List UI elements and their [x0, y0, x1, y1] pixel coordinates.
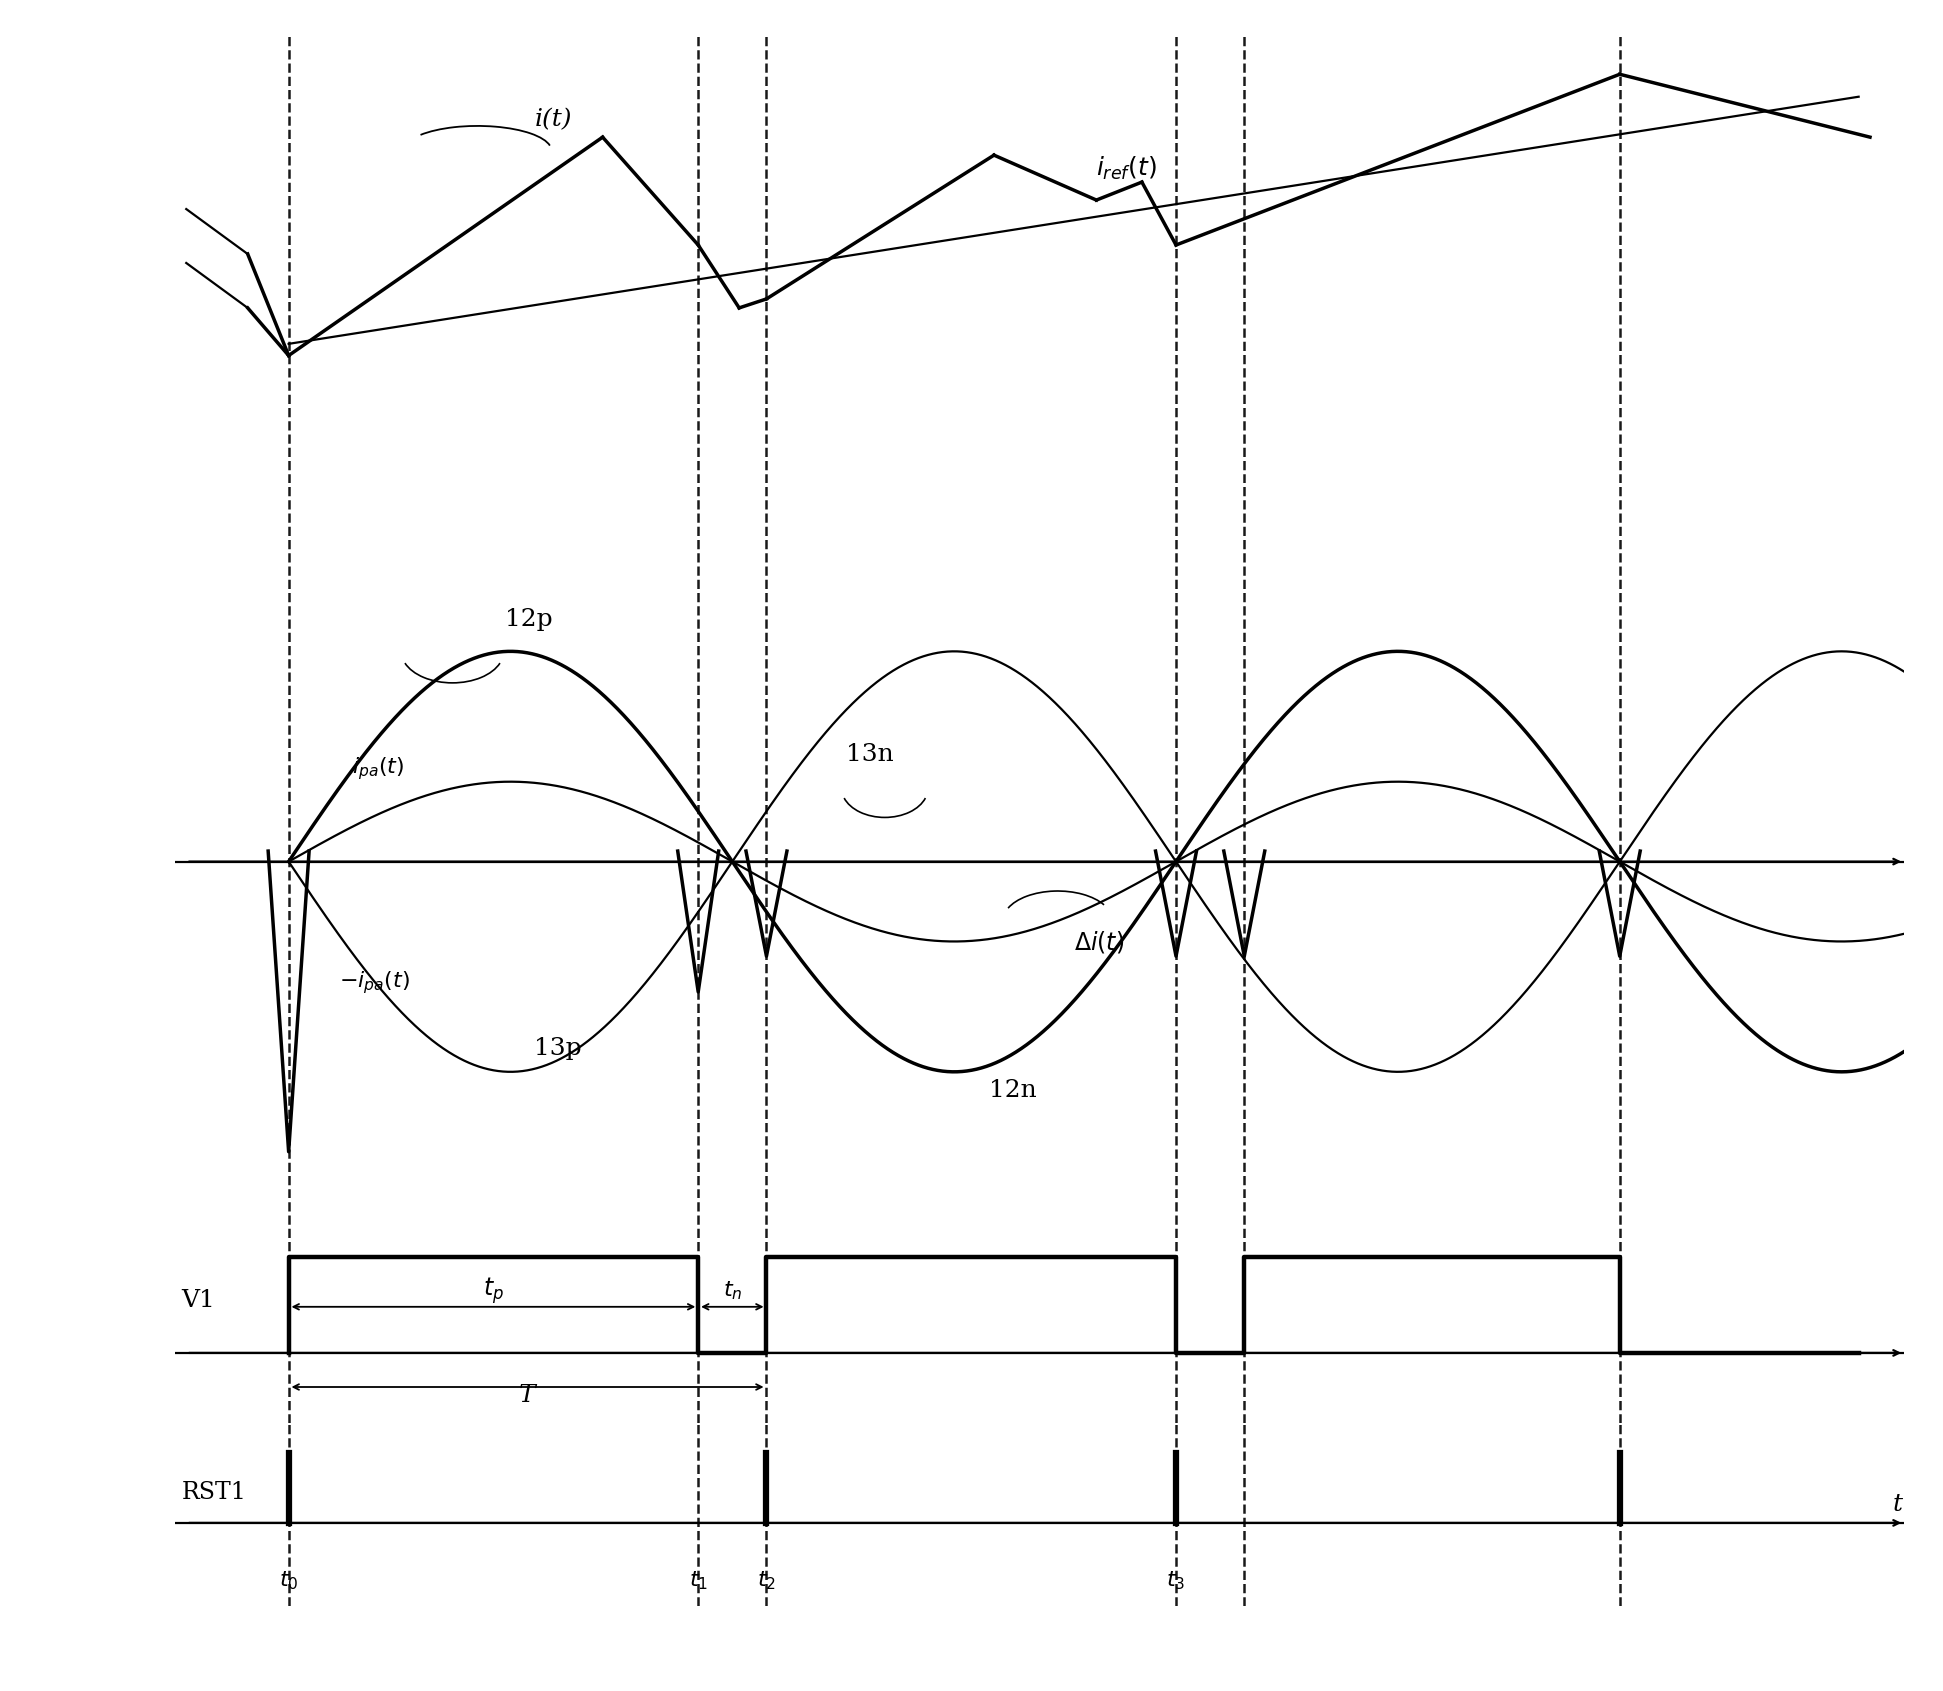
Text: $t_0$: $t_0$ [280, 1569, 299, 1591]
Text: t: t [1892, 1493, 1902, 1517]
Text: RST1: RST1 [183, 1481, 247, 1505]
Text: $i_{ref}(t)$: $i_{ref}(t)$ [1096, 156, 1158, 183]
Text: $t_n$: $t_n$ [723, 1278, 742, 1302]
Text: 13p: 13p [534, 1037, 583, 1060]
Text: $t_p$: $t_p$ [484, 1275, 503, 1305]
Text: $\Delta i(t)$: $\Delta i(t)$ [1074, 930, 1123, 955]
Text: $t_2$: $t_2$ [758, 1569, 775, 1591]
Text: $-i_{pa}(t)$: $-i_{pa}(t)$ [338, 969, 410, 996]
Text: $t_3$: $t_3$ [1166, 1569, 1185, 1591]
Text: 12n: 12n [989, 1079, 1038, 1103]
Text: $t_1$: $t_1$ [688, 1569, 707, 1591]
Text: T: T [519, 1385, 536, 1407]
Text: 12p: 12p [505, 609, 552, 631]
Text: i(t): i(t) [534, 108, 571, 132]
Text: V1: V1 [183, 1289, 216, 1312]
Text: $i_{pa}(t)$: $i_{pa}(t)$ [352, 756, 404, 781]
Text: 13n: 13n [845, 742, 894, 766]
